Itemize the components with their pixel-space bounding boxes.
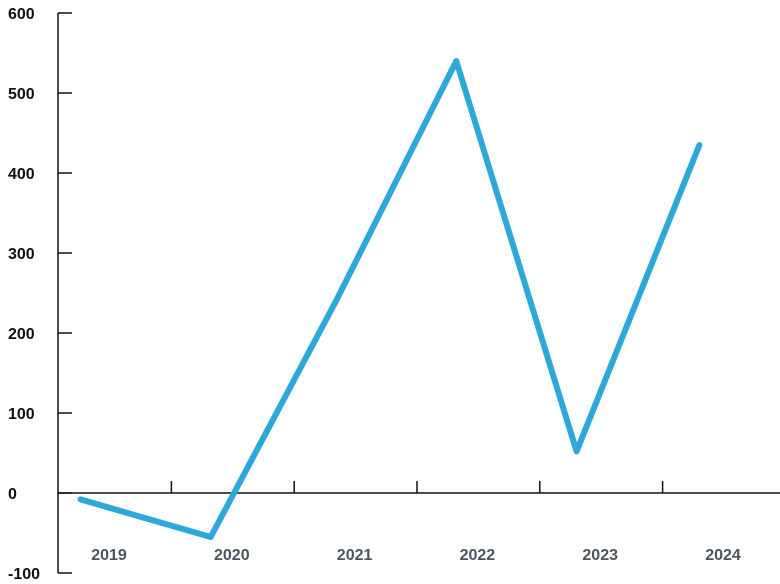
y-tick-label: 200 (8, 326, 35, 343)
y-tick-label: 300 (8, 246, 35, 263)
x-tick-label: 2024 (705, 547, 741, 564)
y-tick-label: 100 (8, 406, 35, 423)
series-line (77, 58, 703, 540)
x-tick-label: 2020 (214, 547, 250, 564)
y-tick-label: 0 (8, 486, 17, 503)
y-tick-label: 500 (8, 86, 35, 103)
y-tick-label: -100 (8, 566, 40, 583)
x-tick-label: 2023 (582, 547, 618, 564)
x-tick-label: 2019 (91, 547, 127, 564)
y-tick-label: 600 (8, 6, 35, 23)
y-tick-labels: 600 500 400 300 200 100 0 -100 (8, 6, 40, 583)
y-axis (57, 12, 72, 574)
x-axis (58, 481, 780, 494)
x-tick-label: 2021 (337, 547, 373, 564)
series-layer (77, 58, 703, 540)
y-tick-label: 400 (8, 166, 35, 183)
x-tick-label: 2022 (460, 547, 496, 564)
x-tick-labels: 2019 2020 2021 2022 2023 2024 (91, 547, 741, 564)
